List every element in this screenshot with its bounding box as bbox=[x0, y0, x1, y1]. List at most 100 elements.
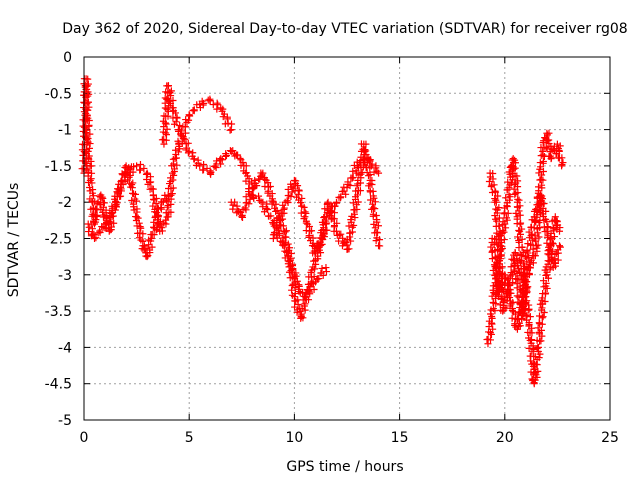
data-point-trace bbox=[301, 306, 309, 314]
data-point-trace bbox=[146, 178, 154, 186]
y-tick-label: -2.5 bbox=[45, 232, 72, 248]
data-point-trace bbox=[536, 159, 544, 167]
data-point-trace bbox=[285, 268, 293, 276]
data-point-trace bbox=[173, 154, 181, 162]
data-point-trace bbox=[280, 204, 288, 212]
data-point-trace bbox=[303, 286, 311, 294]
data-point-trace bbox=[314, 239, 322, 247]
data-point-trace bbox=[164, 198, 172, 206]
data-point-trace bbox=[130, 163, 138, 171]
data-point-trace bbox=[492, 205, 500, 213]
data-point-trace bbox=[501, 275, 509, 283]
data-point-trace bbox=[541, 134, 549, 142]
data-point-trace bbox=[538, 304, 546, 312]
data-point-trace bbox=[288, 286, 296, 294]
y-tick-label: -3.5 bbox=[45, 304, 72, 320]
data-point-trace bbox=[110, 219, 118, 227]
data-point-trace bbox=[496, 227, 504, 235]
data-point-trace bbox=[335, 237, 343, 245]
data-point-trace bbox=[514, 183, 522, 191]
data-point-trace bbox=[365, 172, 373, 180]
data-point-trace bbox=[541, 298, 549, 306]
data-point-trace bbox=[365, 157, 373, 165]
data-point-trace bbox=[264, 187, 272, 195]
data-point-trace bbox=[370, 220, 378, 228]
data-point-trace bbox=[506, 193, 514, 201]
data-point-trace bbox=[523, 247, 531, 255]
data-point-trace bbox=[126, 179, 134, 187]
data-point bbox=[133, 162, 141, 170]
x-tick-label: 0 bbox=[80, 430, 89, 446]
data-point-trace bbox=[277, 216, 285, 224]
data-point-trace bbox=[199, 166, 207, 174]
data-point-trace bbox=[222, 152, 230, 160]
data-point-trace bbox=[229, 147, 237, 155]
data-point-trace bbox=[158, 224, 166, 232]
data-point-trace bbox=[140, 164, 148, 172]
data-point-trace bbox=[515, 207, 523, 215]
data-point-trace bbox=[127, 183, 135, 191]
data-point-trace bbox=[491, 271, 499, 279]
data-point-trace bbox=[291, 180, 299, 188]
data-point-trace bbox=[163, 125, 171, 133]
data-point-trace bbox=[160, 112, 168, 120]
data-point-trace bbox=[498, 242, 506, 250]
data-point-trace bbox=[485, 178, 493, 186]
data-point-trace bbox=[519, 248, 527, 256]
data-point-trace bbox=[169, 107, 177, 115]
data-point-trace bbox=[525, 254, 533, 262]
data-point-trace bbox=[243, 199, 251, 207]
data-point-trace bbox=[539, 290, 547, 298]
data-point-trace bbox=[536, 350, 544, 358]
data-point-trace bbox=[99, 208, 107, 216]
data-point bbox=[556, 242, 564, 250]
data-point-trace bbox=[509, 279, 517, 287]
data-point-trace bbox=[148, 243, 156, 251]
data-point-trace bbox=[534, 367, 542, 375]
data-point bbox=[556, 227, 564, 235]
data-point-trace bbox=[318, 240, 326, 248]
data-point-trace bbox=[536, 320, 544, 328]
data-point-trace bbox=[236, 154, 244, 162]
x-tick-label: 15 bbox=[391, 430, 409, 446]
data-point-trace bbox=[136, 166, 144, 174]
x-tick-label: 25 bbox=[601, 430, 619, 446]
data-point-trace bbox=[346, 229, 354, 237]
data-point-trace bbox=[366, 188, 374, 196]
data-point-trace bbox=[155, 205, 162, 213]
data-point-trace bbox=[85, 155, 93, 163]
data-point-trace bbox=[321, 213, 329, 221]
data-point-trace bbox=[525, 305, 533, 313]
data-point-trace bbox=[492, 222, 500, 230]
data-point-trace bbox=[505, 168, 513, 176]
data-point-trace bbox=[85, 228, 93, 236]
data-point-trace bbox=[239, 205, 247, 213]
data-point-trace bbox=[269, 231, 277, 239]
data-point-trace bbox=[142, 252, 150, 260]
data-point-trace bbox=[322, 226, 330, 234]
data-point-trace bbox=[163, 196, 171, 204]
series-arc-b bbox=[84, 95, 236, 242]
data-point-trace bbox=[189, 107, 197, 115]
data-point-trace bbox=[186, 112, 194, 120]
data-point-trace bbox=[199, 101, 207, 109]
y-axis-label: SDTVAR / TECUs bbox=[6, 183, 22, 298]
data-point-trace bbox=[327, 215, 335, 223]
data-point-trace bbox=[261, 175, 269, 183]
data-point-trace bbox=[317, 229, 325, 237]
data-point-trace bbox=[542, 143, 550, 151]
data-point bbox=[286, 256, 294, 264]
data-point bbox=[354, 191, 362, 199]
data-point bbox=[539, 147, 547, 155]
data-point-trace bbox=[502, 194, 510, 202]
data-point-trace bbox=[371, 205, 379, 213]
data-point-trace bbox=[509, 172, 517, 180]
data-point-trace bbox=[521, 270, 529, 278]
series-arc-e bbox=[269, 140, 384, 257]
data-point-trace bbox=[541, 228, 549, 236]
data-point-trace bbox=[362, 140, 370, 148]
data-point-trace bbox=[373, 216, 381, 224]
data-point-trace bbox=[81, 82, 89, 90]
data-point-trace bbox=[537, 326, 545, 334]
data-point-trace bbox=[545, 251, 553, 259]
